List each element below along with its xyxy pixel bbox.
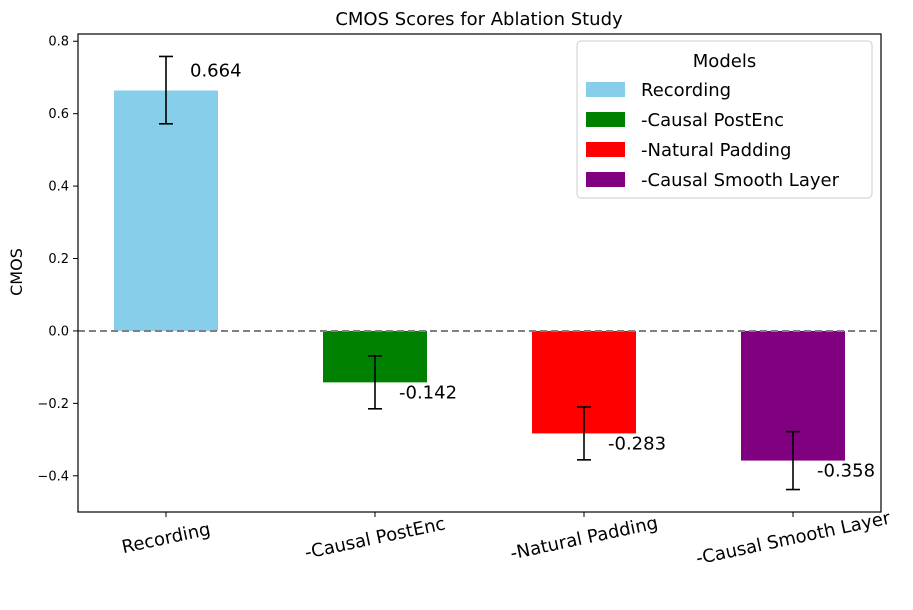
x-tick-label: Recording [120, 519, 212, 558]
y-axis-label: CMOS [7, 248, 26, 296]
data-label: -0.142 [399, 382, 457, 403]
y-tick-label: 0.2 [48, 252, 69, 267]
y-tick-label: −0.4 [37, 469, 69, 484]
legend-swatch [586, 172, 625, 187]
y-tick-label: −0.2 [37, 397, 69, 412]
legend-label: -Causal PostEnc [641, 110, 784, 131]
y-tick-label: 0.6 [48, 107, 69, 122]
y-tick-label: 0.0 [48, 324, 69, 339]
x-tick-label: -Natural Padding [508, 513, 659, 565]
y-tick-label: 0.8 [48, 35, 69, 50]
chart-title: CMOS Scores for Ablation Study [335, 9, 623, 30]
legend-label: -Causal Smooth Layer [641, 170, 840, 191]
bar [114, 90, 218, 331]
legend-label: Recording [641, 80, 731, 101]
legend-title: Models [693, 51, 756, 72]
data-label: 0.664 [190, 60, 242, 81]
legend-label: -Natural Padding [641, 140, 791, 161]
legend-swatch [586, 112, 625, 127]
y-tick-label: 0.4 [48, 180, 69, 195]
legend: Models Recording -Causal PostEnc -Natural P… [576, 40, 873, 199]
data-label: -0.283 [608, 433, 666, 454]
plot-frame [77, 33, 882, 513]
legend-swatch [586, 142, 625, 157]
legend-swatch [586, 82, 625, 97]
data-label: -0.358 [817, 461, 875, 482]
x-tick-label: -Causal PostEnc [303, 513, 447, 563]
legend-box [576, 40, 873, 199]
